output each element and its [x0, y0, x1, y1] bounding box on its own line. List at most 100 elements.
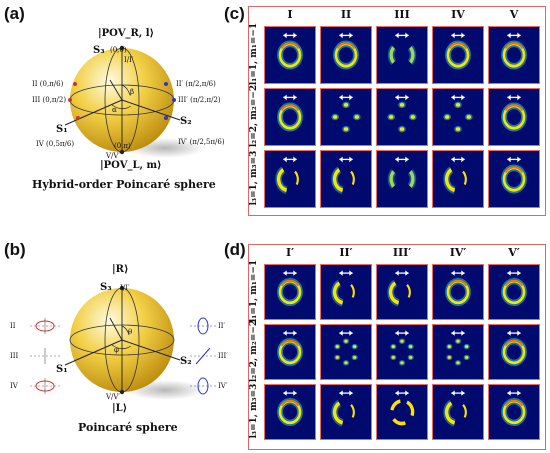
mode-pattern-cell — [264, 324, 316, 380]
point-iii-prime — [172, 98, 176, 102]
point-ii-prime — [164, 82, 168, 86]
hybrid-poincare-sphere-diagram — [64, 45, 205, 158]
state-vector — [109, 79, 123, 101]
row-header: l₂=2, m₂=−2 — [249, 319, 259, 383]
bottom-mark-label-b: V/V′ — [106, 393, 121, 401]
mode-pattern-cell — [264, 88, 316, 146]
point-ii-label-b: II — [10, 322, 16, 330]
mode-pattern-cell — [320, 88, 372, 146]
row-header: l₃=1, m₃=3 — [249, 150, 259, 206]
ellipse-iv-prime — [197, 377, 209, 395]
mode-pattern-cell — [376, 150, 428, 208]
north-state-label: |POV_R, l⟩ — [98, 28, 155, 39]
mode-pattern-cell — [432, 264, 484, 320]
alpha-label: α — [112, 106, 117, 114]
point-iv-label-b: IV — [10, 382, 18, 390]
s2-axis — [121, 339, 181, 361]
panel-b-letter: (b) — [4, 240, 26, 259]
point-iii-label: III (0,π/2) — [32, 96, 67, 104]
row-header: l₁=1, m₁=−1 — [249, 22, 259, 86]
north-point — [119, 45, 125, 51]
mode-pattern-cell — [320, 384, 372, 440]
mode-pattern-cell — [488, 384, 540, 440]
s1-label-b: S₁ — [56, 364, 68, 375]
s3-label-b: S₃ — [100, 282, 112, 293]
mode-pattern-cell — [320, 324, 372, 380]
point-ii-label: II (0,π/6) — [32, 80, 64, 88]
mode-pattern-cell — [264, 384, 316, 440]
ellipse-ii-prime — [197, 317, 209, 335]
north-state-label-b: |R⟩ — [112, 264, 129, 275]
phi-arc — [111, 344, 132, 350]
phi-label: φ — [114, 346, 119, 354]
panel-c-grid — [248, 6, 546, 216]
north-coord-label: (0,0) — [110, 46, 127, 54]
panel-d-letter: (d) — [224, 240, 246, 259]
column-header: III — [394, 8, 410, 21]
mode-pattern-cell — [376, 324, 428, 380]
top-mark-label-b: I/I′ — [120, 284, 130, 292]
s2-label: S₂ — [180, 116, 192, 127]
column-header: I′ — [285, 246, 295, 259]
mode-pattern-cell — [432, 324, 484, 380]
point-iv-prime-label: IV′ (π/2,5π/6) — [178, 138, 225, 146]
column-header: IV′ — [449, 246, 467, 259]
south-point — [119, 149, 125, 155]
mode-pattern-cell — [264, 150, 316, 208]
column-header: III′ — [392, 246, 412, 259]
point-iii-prime-label: III′ (π/2,π/2) — [178, 96, 221, 104]
column-header: II′ — [339, 246, 353, 259]
mode-pattern-cell — [320, 264, 372, 320]
point-iv-label: IV (0,5π/6) — [36, 140, 75, 148]
s3-label: S₃ — [93, 45, 105, 56]
column-header: I — [287, 8, 293, 21]
mode-pattern-cell — [488, 26, 540, 84]
point-iv — [76, 116, 80, 120]
top-mark-label: I/I′ — [124, 56, 134, 64]
mode-pattern-cell — [488, 324, 540, 380]
mode-pattern-cell — [376, 264, 428, 320]
s2-axis — [121, 99, 181, 121]
theta-label: θ — [128, 328, 133, 336]
poincare-sphere-diagram — [30, 285, 216, 400]
south-coord-label: (0,π) — [114, 142, 131, 150]
row-header: l₂=2, m₂=−2 — [249, 84, 259, 148]
point-iii — [68, 98, 72, 102]
point-iv-prime — [164, 116, 168, 120]
mode-pattern-cell — [376, 26, 428, 84]
north-point — [119, 285, 125, 291]
bottom-mark-label: V/V′ — [106, 152, 121, 160]
row-header: l₃=1, m₃=3 — [249, 383, 259, 439]
mode-pattern-cell — [376, 88, 428, 146]
panel-c-letter: (c) — [224, 4, 245, 23]
south-state-label: |POV_L, m⟩ — [100, 160, 162, 171]
s2-label-b: S₂ — [180, 356, 192, 367]
mode-pattern-cell — [488, 150, 540, 208]
point-iii-prime-label-b: III′ — [218, 352, 228, 360]
south-point — [119, 389, 125, 395]
point-ii-prime-label-b: II′ — [218, 322, 226, 330]
column-header: II — [340, 8, 352, 21]
state-vector — [109, 317, 123, 341]
south-state-label-b: |L⟩ — [112, 403, 128, 414]
mode-pattern-cell — [264, 264, 316, 320]
mode-pattern-cell — [432, 384, 484, 440]
column-header: V — [509, 8, 519, 21]
alpha-arc — [111, 104, 132, 110]
mode-pattern-cell — [488, 264, 540, 320]
panel-d-grid — [248, 244, 546, 450]
s1-axis — [64, 339, 123, 366]
row-header: l₁=1, m₁=−1 — [249, 259, 259, 323]
s1-label: S₁ — [56, 124, 68, 135]
panel-a-caption: Hybrid-order Poincaré sphere — [32, 178, 216, 191]
point-ii — [73, 82, 77, 86]
mode-pattern-cell — [264, 26, 316, 84]
panel-b-caption: Poincaré sphere — [78, 421, 178, 434]
mode-pattern-cell — [432, 150, 484, 208]
column-header: IV — [451, 8, 465, 21]
s1-axis — [64, 99, 123, 126]
beta-label: β — [130, 88, 135, 96]
mode-pattern-cell — [488, 88, 540, 146]
column-header: V′ — [508, 246, 520, 259]
theta-arc — [121, 325, 130, 336]
